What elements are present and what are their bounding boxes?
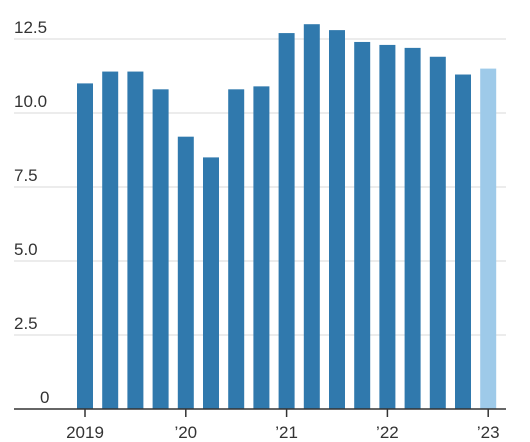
y-tick-label: 2.5 bbox=[14, 314, 38, 333]
y-tick-label: 7.5 bbox=[14, 166, 38, 185]
x-tick-label: ’20 bbox=[174, 423, 197, 442]
bar-2020-q1 bbox=[177, 136, 194, 409]
bar-2020-q3 bbox=[228, 89, 245, 409]
bar-2021-q3 bbox=[329, 30, 345, 410]
bar-2021-q4 bbox=[354, 41, 371, 410]
bar-2020-q2 bbox=[203, 157, 219, 409]
bar-2022-q3 bbox=[429, 56, 446, 409]
bar-2021-q2 bbox=[303, 24, 320, 409]
y-axis-tick-labels: 0 2.5 5.0 7.5 10.0 12.5 bbox=[14, 18, 49, 407]
bar-2022-q2 bbox=[404, 47, 421, 409]
y-tick-label: 0 bbox=[40, 388, 49, 407]
bar-2019-q3 bbox=[127, 71, 144, 409]
bar-2021-q1 bbox=[278, 33, 295, 409]
bar-2020-q4 bbox=[253, 86, 270, 410]
bar-2022-q4 bbox=[455, 74, 471, 410]
bar-2019-q2 bbox=[102, 71, 119, 409]
bar-2022-q1 bbox=[379, 44, 396, 410]
bar-2023-q1 bbox=[480, 68, 497, 409]
x-tick-label: ’22 bbox=[376, 423, 399, 442]
y-tick-label: 12.5 bbox=[14, 18, 47, 37]
bar-2019-q1 bbox=[77, 83, 93, 410]
y-tick-label: 5.0 bbox=[14, 240, 38, 259]
x-tick-label: ’21 bbox=[275, 423, 298, 442]
y-tick-label: 10.0 bbox=[14, 92, 47, 111]
bar-2019-q4 bbox=[152, 89, 169, 409]
x-tick-label: ’23 bbox=[477, 423, 500, 442]
x-tick-label: 2019 bbox=[66, 423, 104, 442]
x-axis-ticks: 2019 ’20 ’21 ’22 ’23 bbox=[66, 409, 500, 442]
bars bbox=[77, 24, 497, 410]
